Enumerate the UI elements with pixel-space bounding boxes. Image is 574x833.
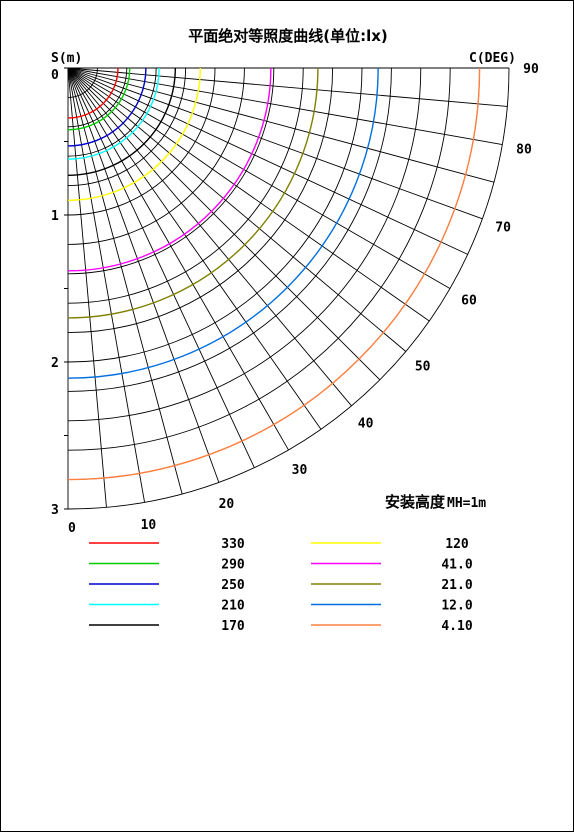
angle-tick-label: 60 bbox=[461, 294, 477, 309]
grid-spoke bbox=[67, 67, 289, 451]
legend-label: 250 bbox=[221, 578, 245, 593]
legend-label: 330 bbox=[221, 537, 245, 552]
isolux-curve-330 bbox=[67, 67, 119, 119]
radial-tick-label: 1 bbox=[51, 209, 59, 224]
angle-tick-label: 90 bbox=[523, 62, 539, 77]
grid-spoke bbox=[67, 67, 255, 468]
isolux-curve-4.10 bbox=[67, 67, 481, 481]
isolux-curve-21.0 bbox=[67, 67, 319, 319]
angle-tick-label: 50 bbox=[415, 360, 431, 375]
legend-label: 120 bbox=[445, 537, 469, 552]
legend-label: 210 bbox=[221, 599, 245, 614]
grid-spoke bbox=[67, 67, 183, 495]
grid-spoke bbox=[67, 67, 503, 146]
radial-tick-label: 3 bbox=[51, 503, 59, 518]
grid-spoke bbox=[67, 67, 322, 430]
grid-spoke bbox=[67, 67, 146, 503]
isolux-curve-290 bbox=[67, 67, 131, 131]
isolux-curve-120 bbox=[67, 67, 201, 201]
angle-tick-label: 40 bbox=[358, 417, 374, 432]
radial-tick-label: 2 bbox=[51, 356, 59, 371]
grid-spoke bbox=[67, 67, 381, 381]
grid-spoke bbox=[67, 67, 407, 352]
angle-tick-label: 30 bbox=[292, 463, 308, 478]
legend-label: 170 bbox=[221, 619, 245, 634]
angle-tick-label: 20 bbox=[219, 497, 235, 512]
legend-label: 41.0 bbox=[441, 558, 472, 573]
legend-label: 12.0 bbox=[441, 599, 472, 614]
grid-spoke bbox=[67, 67, 352, 407]
mounting-height-value: MH=1m bbox=[447, 496, 486, 511]
angular-axis-label: C(DEG) bbox=[469, 51, 516, 66]
angle-tick-label: 80 bbox=[516, 142, 532, 157]
grid-spoke bbox=[67, 67, 107, 508]
isolux-curve-41.0 bbox=[67, 67, 272, 272]
isolux-curves bbox=[67, 67, 481, 481]
legend: 330 290 250 210 170 120 41.0 21.0 12.0 4.10 bbox=[89, 537, 473, 634]
chart-title: 平面绝对等照度曲线(单位:lx) bbox=[188, 27, 388, 45]
angle-tick-label: 10 bbox=[141, 518, 157, 533]
legend-label: 4.10 bbox=[441, 619, 472, 634]
grid-ring bbox=[67, 67, 510, 510]
grid-spoke bbox=[67, 67, 451, 289]
bottom-tick-label: 0 bbox=[68, 521, 76, 536]
grid-spoke bbox=[67, 67, 468, 255]
grid-spoke bbox=[67, 67, 430, 322]
isolux-curve-210 bbox=[67, 67, 160, 160]
grid-spoke bbox=[67, 67, 483, 220]
mounting-height-label: 安装高度 bbox=[385, 493, 446, 511]
grid-spoke bbox=[67, 67, 508, 107]
radial-tick-label: 0 bbox=[51, 68, 59, 83]
isolux-curve-170 bbox=[67, 67, 177, 177]
radial-axis-label: S(m) bbox=[51, 51, 82, 66]
angle-tick-label: 70 bbox=[495, 220, 511, 235]
grid-spoke bbox=[67, 67, 495, 183]
grid-spoke bbox=[67, 67, 220, 483]
legend-label: 290 bbox=[221, 558, 245, 573]
isolux-curve-250 bbox=[67, 67, 147, 147]
legend-label: 21.0 bbox=[441, 578, 472, 593]
isolux-curve-12.0 bbox=[67, 67, 379, 379]
